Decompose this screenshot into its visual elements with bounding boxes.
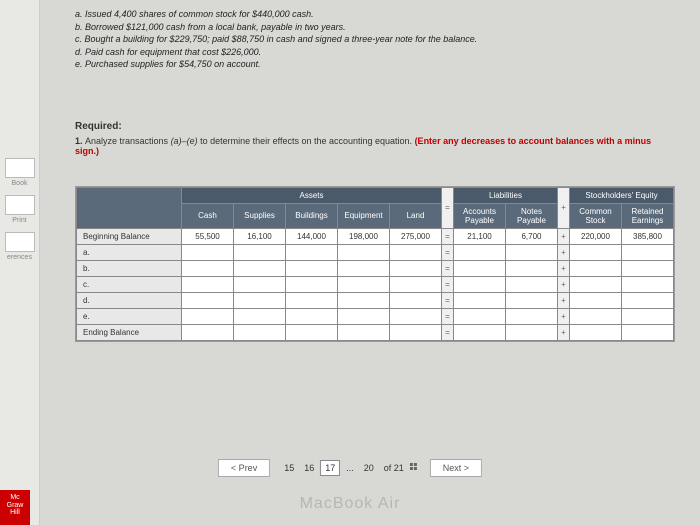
row-d: d. = + <box>77 292 674 308</box>
page-20[interactable]: 20 <box>360 461 378 475</box>
required-section: Required: 1. Analyze transactions (a)–(e… <box>75 121 675 156</box>
sidebar-ref-icon[interactable] <box>5 232 35 252</box>
cell-beg-buildings[interactable]: 144,000 <box>286 228 338 244</box>
transaction-b: b. Borrowed $121,000 cash from a local b… <box>75 21 675 34</box>
sidebar-print-label: Print <box>0 217 39 224</box>
row-beginning: Beginning Balance 55,500 16,100 144,000 … <box>77 228 674 244</box>
transaction-c: c. Bought a building for $229,750; paid … <box>75 33 675 46</box>
col-group-assets: Assets <box>182 187 442 203</box>
sidebar-ref-label: erences <box>0 254 39 261</box>
row-e: e. = + <box>77 308 674 324</box>
col-np: Notes Payable <box>506 203 558 228</box>
col-re: Retained Earnings <box>622 203 674 228</box>
col-buildings: Buildings <box>286 203 338 228</box>
sidebar-print-icon[interactable] <box>5 195 35 215</box>
row-ending: Ending Balance = + <box>77 324 674 340</box>
page-of: of 21 <box>380 461 408 475</box>
transaction-e: e. Purchased supplies for $54,750 on acc… <box>75 58 675 71</box>
page-15[interactable]: 15 <box>280 461 298 475</box>
col-cs: Common Stock <box>570 203 622 228</box>
nav-footer: < Prev 15 16 17 ... 20 of 21 Next > <box>218 459 482 477</box>
cell-beg-re[interactable]: 385,800 <box>622 228 674 244</box>
cell-beg-np[interactable]: 6,700 <box>506 228 558 244</box>
col-ap: Accounts Payable <box>454 203 506 228</box>
cell-beg-cash[interactable]: 55,500 <box>182 228 234 244</box>
op-equals: = <box>442 187 454 228</box>
page-17[interactable]: 17 <box>320 460 340 476</box>
required-title: Required: <box>75 121 675 132</box>
page-16[interactable]: 16 <box>300 461 318 475</box>
sidebar-book-label: Book <box>0 180 39 187</box>
transaction-list: a. Issued 4,400 shares of common stock f… <box>75 8 675 71</box>
main-content: a. Issued 4,400 shares of common stock f… <box>60 0 690 350</box>
cell-a-cash[interactable] <box>182 244 234 260</box>
accounting-table: Assets = Liabilities + Stockholders' Equ… <box>75 186 675 342</box>
col-group-equity: Stockholders' Equity <box>570 187 674 203</box>
op-plus-1: + <box>558 187 570 228</box>
col-equipment: Equipment <box>338 203 390 228</box>
row-c: c. = + <box>77 276 674 292</box>
cell-beg-equipment[interactable]: 198,000 <box>338 228 390 244</box>
col-cash: Cash <box>182 203 234 228</box>
transaction-a: a. Issued 4,400 shares of common stock f… <box>75 8 675 21</box>
col-group-liab: Liabilities <box>454 187 558 203</box>
sidebar-book-icon[interactable] <box>5 158 35 178</box>
row-b: b. = + <box>77 260 674 276</box>
sidebar: Book Print erences <box>0 0 40 525</box>
watermark: MacBook Air <box>300 495 401 513</box>
page-dots: ... <box>342 461 358 475</box>
col-land: Land <box>390 203 442 228</box>
mcgraw-hill-badge: Mc Graw Hill <box>0 490 30 525</box>
next-button[interactable]: Next > <box>430 459 482 477</box>
cell-beg-ap[interactable]: 21,100 <box>454 228 506 244</box>
cell-beg-supplies[interactable]: 16,100 <box>234 228 286 244</box>
col-supplies: Supplies <box>234 203 286 228</box>
cell-beg-land[interactable]: 275,000 <box>390 228 442 244</box>
transaction-d: d. Paid cash for equipment that cost $22… <box>75 46 675 59</box>
prev-button[interactable]: < Prev <box>218 459 270 477</box>
required-instruction: 1. Analyze transactions (a)–(e) to deter… <box>75 136 675 156</box>
cell-beg-cs[interactable]: 220,000 <box>570 228 622 244</box>
page-numbers: 15 16 17 ... 20 of 21 <box>280 460 420 476</box>
grid-icon[interactable] <box>410 463 420 473</box>
row-a: a. = + <box>77 244 674 260</box>
